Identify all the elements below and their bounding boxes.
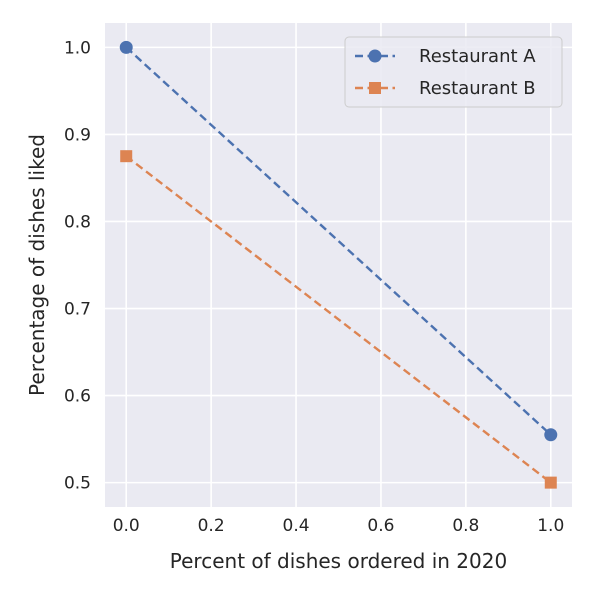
series-line-a (125, 46, 552, 436)
data-point-b (120, 150, 133, 163)
x-axis-label: Percent of dishes ordered in 2020 (170, 549, 507, 573)
legend: Restaurant A Restaurant B (344, 36, 563, 108)
x-tick-label: 0.0 (113, 516, 140, 536)
x-tick-label: 0.4 (283, 516, 310, 536)
legend-marker (368, 49, 382, 63)
x-tick-label: 0.2 (198, 516, 225, 536)
data-point-a (544, 428, 558, 442)
data-point-a (119, 40, 133, 54)
series-lines (125, 46, 552, 484)
y-tick-label: 0.6 (64, 387, 91, 407)
y-tick-label: 0.8 (64, 212, 91, 232)
legend-label: Restaurant B (419, 78, 536, 99)
x-axis-ticks: 0.0 0.2 0.4 0.6 0.8 1.0 (113, 516, 565, 536)
grid-lines (105, 23, 572, 507)
y-axis-ticks: 0.5 0.6 0.7 0.8 0.9 1.0 (64, 38, 91, 493)
legend-label: Restaurant A (419, 46, 536, 67)
y-tick-label: 1.0 (64, 38, 91, 58)
x-tick-label: 0.8 (452, 516, 479, 536)
y-tick-label: 0.7 (64, 300, 91, 320)
y-tick-label: 0.5 (64, 474, 91, 494)
x-tick-label: 0.6 (367, 516, 394, 536)
series-markers (119, 40, 558, 489)
data-point-b (544, 476, 557, 489)
legend-box (344, 36, 563, 108)
x-tick-label: 1.0 (537, 516, 564, 536)
y-tick-label: 0.9 (64, 125, 91, 145)
y-axis-label: Percentage of dishes liked (25, 134, 49, 396)
legend-marker (369, 82, 381, 94)
series-line-b (125, 155, 552, 484)
